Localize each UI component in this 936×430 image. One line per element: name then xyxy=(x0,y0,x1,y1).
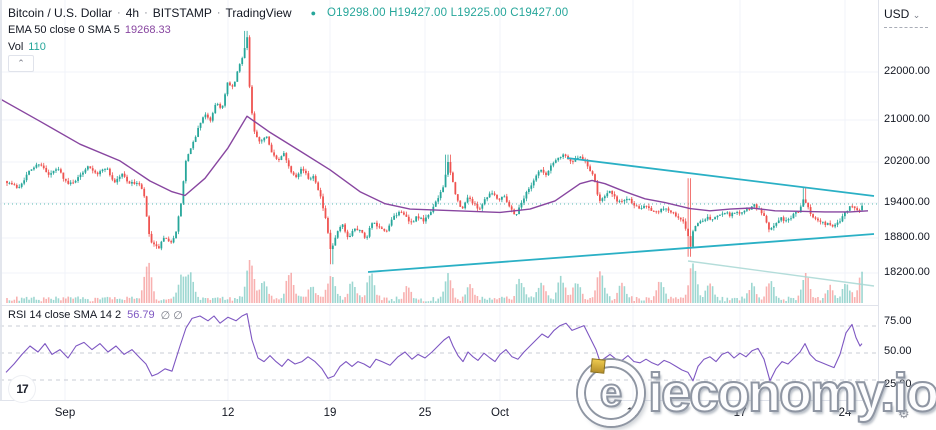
price-axis-label: 21000.00 xyxy=(884,113,930,125)
price-axis-label: 18800.00 xyxy=(884,231,930,243)
collapse-indicators-button[interactable]: ⌃ xyxy=(8,55,34,72)
time-axis-label: 25 xyxy=(418,407,432,419)
tradingview-logo[interactable]: 17 xyxy=(9,376,35,402)
price-axis-label: 75.00 xyxy=(884,315,912,327)
close-value: C19427.00 xyxy=(510,6,569,19)
time-axis-label: Sep xyxy=(54,407,76,419)
price-axis-label: 20200.00 xyxy=(884,155,930,167)
platform-label[interactable]: TradingView xyxy=(225,5,292,20)
price-axis-label: 50.00 xyxy=(884,345,912,357)
rsi-value: 56.79 xyxy=(127,309,155,321)
currency-selector[interactable]: USD ⌄ xyxy=(884,7,921,21)
currency-selector-underline xyxy=(884,27,928,28)
ema-value: 19268.33 xyxy=(124,23,171,36)
ohlc-values: O19298.00 H19427.00 L19225.00 C19427.00 xyxy=(327,7,568,19)
ieconomy-watermark: e ieconomy.io xyxy=(578,358,936,426)
volume-indicator-label[interactable]: Vol xyxy=(8,40,24,53)
volume-legend-row[interactable]: Vol 110 xyxy=(8,38,568,55)
price-axis-label: 25.00 xyxy=(884,378,912,390)
chevron-down-icon: ⌄ xyxy=(912,10,921,20)
window-edge xyxy=(0,0,2,430)
price-axis[interactable]: USD ⌄ 22000.00 21000.00 20200.00 19400.00 18… xyxy=(879,0,936,430)
watermark-text: ieconomy.io xyxy=(647,362,936,424)
ieconomy-logo-icon: e xyxy=(578,358,644,426)
ema-indicator-label[interactable]: EMA 50 close 0 SMA 5 xyxy=(8,23,120,36)
exchange-label[interactable]: BITSTAMP xyxy=(152,5,212,20)
time-axis-label: 12 xyxy=(221,407,235,419)
market-status-dot-icon[interactable]: ● xyxy=(310,7,317,18)
chevron-up-icon: ⌃ xyxy=(17,58,25,68)
price-axis-label: 22000.00 xyxy=(884,65,930,77)
time-axis[interactable]: Sep 12 19 25 Oct 10 17 24 xyxy=(0,401,879,430)
rsi-null-values: ∅ ∅ xyxy=(160,310,183,322)
ema-legend-row[interactable]: EMA 50 close 0 SMA 5 19268.33 xyxy=(8,21,568,38)
volume-value: 110 xyxy=(28,40,46,53)
high-value: H19427.00 xyxy=(389,6,448,19)
time-axis-label: 24 xyxy=(838,407,852,419)
time-axis-label: 17 xyxy=(733,407,747,419)
rsi-indicator-label[interactable]: RSI 14 close SMA 14 2 xyxy=(8,309,122,321)
time-axis-label: 19 xyxy=(323,407,337,419)
chart-legend: Bitcoin / U.S. Dollar · 4h · BITSTAMP · … xyxy=(8,4,569,72)
open-value: O19298.00 xyxy=(327,6,386,19)
gear-icon[interactable]: ⚙ xyxy=(898,406,910,421)
logo-gold-square xyxy=(590,358,606,374)
time-axis-label: Oct xyxy=(491,407,509,419)
rsi-legend-row[interactable]: RSI 14 close SMA 14 2 56.79 ∅ ∅ xyxy=(8,309,183,322)
low-value: L19225.00 xyxy=(450,6,507,19)
symbol-title[interactable]: Bitcoin / U.S. Dollar xyxy=(8,5,113,20)
interval-label[interactable]: 4h xyxy=(125,5,140,20)
price-axis-label: 19400.00 xyxy=(884,196,930,208)
symbol-legend-row[interactable]: Bitcoin / U.S. Dollar · 4h · BITSTAMP · … xyxy=(8,5,569,20)
price-axis-label: 18200.00 xyxy=(884,266,930,278)
